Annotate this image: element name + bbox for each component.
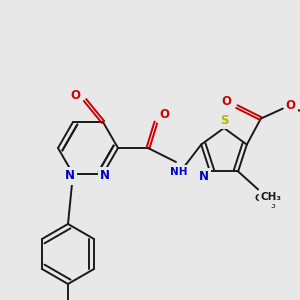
Text: CH: CH xyxy=(255,194,269,203)
Text: S: S xyxy=(220,113,228,127)
Text: NH: NH xyxy=(170,167,188,177)
Text: CH₃: CH₃ xyxy=(260,192,281,203)
Text: 3: 3 xyxy=(270,201,275,210)
Text: O: O xyxy=(286,99,296,112)
Text: O: O xyxy=(222,95,232,108)
Text: O: O xyxy=(70,88,80,101)
Text: O: O xyxy=(159,107,169,121)
Text: N: N xyxy=(100,169,110,182)
Text: N: N xyxy=(65,169,75,182)
Text: N: N xyxy=(199,170,209,183)
